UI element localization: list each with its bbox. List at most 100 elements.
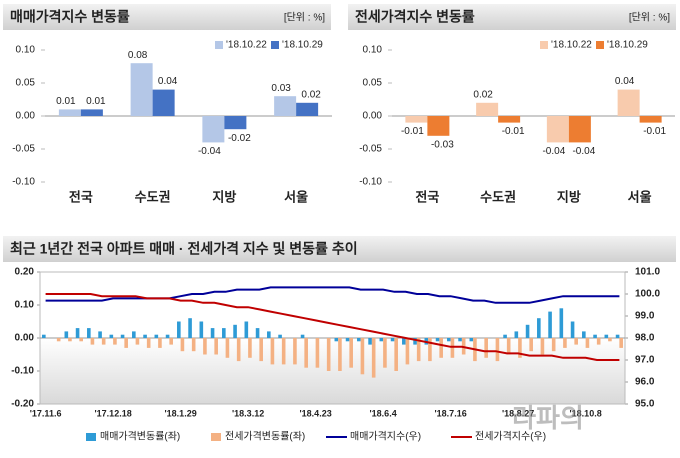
bar [518,338,522,358]
bar [259,338,263,362]
bar [548,311,552,338]
data-label: -0.03 [431,139,454,150]
y-tick-label: 0.10 [15,300,35,311]
x-tick-label: '17.11.6 [30,408,62,418]
bar [435,338,440,342]
legend-label: '18.10.29 [282,40,323,51]
legend-swatch [211,433,221,441]
bar [165,334,170,338]
bar [469,338,474,342]
bar [90,338,95,345]
data-label: -0.01 [502,126,525,137]
legend-swatch [540,41,548,49]
y-tick-label: -0.10 [359,177,382,188]
bar [476,102,499,116]
bar [402,338,406,345]
bar [154,334,159,338]
bar [248,338,252,358]
bar [113,338,117,345]
bar [357,338,361,342]
bar [447,338,451,342]
chart-title: 매매가격지수 변동률 [10,9,130,25]
bar [514,331,519,338]
bar [379,338,384,342]
bar [574,338,578,345]
bar [360,338,365,375]
bar [233,324,237,338]
y2-tick-label: 96.0 [635,377,655,388]
title-bar [3,236,676,262]
bar [582,331,586,338]
x-tick-label: 서울 [628,189,652,204]
x-tick-label: 수도권 [135,189,171,204]
bar [152,89,175,116]
bar [191,338,196,352]
title-bar [3,4,331,30]
data-label: -0.04 [198,146,221,157]
y-tick-label: 0.05 [363,78,383,89]
bar [593,334,597,338]
bar [296,102,319,116]
y-tick-label: 0.00 [15,333,35,344]
legend-label: '18.10.22 [551,40,592,51]
bar [525,324,530,338]
bar [68,338,72,342]
bar [58,109,81,116]
data-label: 0.08 [128,50,148,61]
title-bar [348,4,676,30]
bar [338,338,342,371]
bar [585,338,590,348]
bar [551,338,556,352]
y2-tick-label: 98.0 [635,333,655,344]
x-tick-label: 서울 [284,189,308,204]
bar [368,338,372,345]
bar [64,331,69,338]
bar [267,331,271,338]
legend-label: 매매가격변동률(좌) [100,430,180,443]
bar [169,338,173,345]
bar [349,338,353,368]
bar [188,318,192,338]
legend-swatch [86,433,96,441]
bar [202,116,225,143]
bar [315,338,320,368]
y-tick-label: 0.00 [16,111,36,122]
bar [236,338,241,362]
y2-tick-label: 95.0 [635,399,655,410]
bar [132,331,136,338]
bar [405,338,410,365]
bar [225,338,230,358]
data-label: 0.02 [301,89,321,100]
bar [529,338,533,352]
unit: [단위 : %] [629,11,670,24]
bar [458,338,462,342]
bar [326,338,331,371]
bar [413,338,417,345]
bar [158,338,162,348]
bar [540,338,545,355]
bar [80,109,103,116]
x-tick-label: '18.8.27 [502,408,534,418]
bar [109,334,114,338]
bar [278,334,282,338]
x-tick-label: '17.12.18 [95,408,132,418]
y-tick-label: -0.10 [11,366,34,377]
bar [450,338,455,358]
bar [42,334,46,338]
x-tick-label: 지방 [212,189,236,204]
x-tick-label: '18.4.23 [300,408,332,418]
bar [604,334,609,338]
x-tick-label: 지방 [557,189,581,204]
y-tick-label: 0.05 [16,78,36,89]
watermark: 라파의 [512,403,584,433]
bar [177,321,181,338]
bar [428,338,432,362]
bar [546,116,569,143]
data-label: -0.02 [228,133,251,144]
bar [135,338,140,345]
bar [427,116,450,136]
x-tick-label: '18.6.4 [370,408,397,418]
bar [224,116,247,130]
bar [416,338,421,362]
bar [615,334,620,338]
